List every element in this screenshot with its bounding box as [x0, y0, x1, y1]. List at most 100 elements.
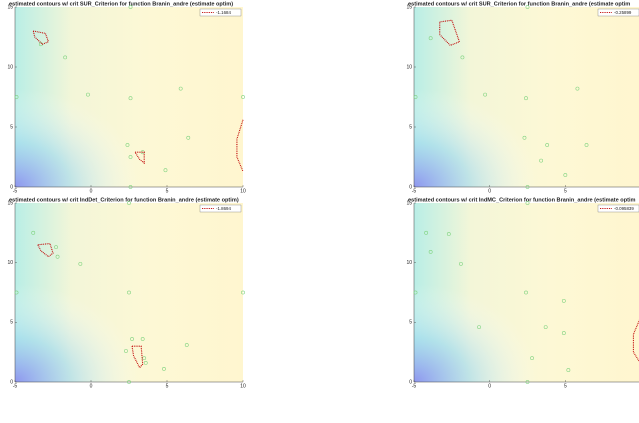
data-point [522, 135, 527, 140]
x-tick-label: 10 [240, 188, 246, 194]
data-point [127, 201, 131, 205]
data-point [178, 86, 183, 91]
data-point [184, 343, 189, 347]
data-point [563, 173, 568, 177]
plot-shading [15, 7, 243, 187]
data-point [162, 366, 166, 371]
data-point [86, 92, 90, 97]
data-point [524, 290, 528, 295]
x-tick-label: 5 [564, 188, 567, 194]
data-point [128, 96, 133, 101]
data-point [140, 337, 145, 341]
data-point [78, 261, 83, 266]
data-point [128, 155, 133, 159]
data-point [241, 95, 245, 99]
y-tick-label: 0 [10, 184, 13, 190]
y-tick-label: 5 [409, 320, 412, 326]
legend-label: -1.8694 [216, 206, 231, 211]
x-tick-label: 0 [488, 383, 491, 389]
data-point [424, 230, 429, 235]
legend-label: -0.095839 [614, 206, 634, 211]
y-tick-label: 15 [406, 200, 412, 206]
data-point [575, 86, 580, 91]
data-point [54, 245, 58, 250]
x-tick-label: 5 [564, 383, 567, 389]
data-point [128, 185, 133, 189]
y-tick-label: 5 [409, 124, 412, 130]
y-tick-label: 10 [7, 64, 13, 70]
legend-box [199, 8, 242, 17]
data-point [477, 325, 481, 330]
data-point [14, 290, 19, 295]
data-point [525, 185, 530, 189]
data-point [130, 337, 134, 341]
data-point [241, 290, 245, 295]
data-point [127, 290, 131, 295]
y-tick-label: 15 [7, 200, 13, 206]
data-point [428, 250, 433, 254]
data-point [561, 298, 566, 303]
x-tick-label: -5 [13, 383, 18, 389]
data-point [525, 380, 530, 384]
data-point [545, 143, 550, 147]
contour-line [32, 30, 244, 172]
data-point [483, 92, 488, 97]
data-point [125, 143, 130, 147]
data-point [561, 331, 566, 335]
data-point [127, 380, 131, 384]
legend-box [597, 8, 639, 17]
plot-shading [414, 7, 639, 187]
x-tick-label: -5 [13, 188, 18, 194]
y-tick-label: 5 [10, 320, 13, 326]
data-point [124, 349, 128, 353]
contour-line [439, 19, 461, 47]
x-tick-label: -5 [412, 383, 417, 389]
y-tick-label: 0 [409, 184, 412, 190]
data-point [566, 368, 571, 372]
y-tick-label: 5 [10, 124, 13, 130]
data-point [413, 290, 418, 295]
chart-title: estimated contours w/ crit SUR_Criterion… [9, 1, 233, 7]
data-point [584, 143, 589, 147]
data-point [163, 168, 168, 173]
data-point [524, 96, 528, 101]
x-tick-label: 0 [90, 188, 93, 194]
y-tick-label: 10 [7, 260, 13, 266]
data-point [55, 254, 60, 259]
x-tick-label: 5 [166, 188, 169, 194]
y-tick-label: 15 [7, 4, 13, 10]
chart-title: estimated contours w/ crit IndDet_Criter… [9, 197, 239, 203]
legend-label: -0.25899 [614, 10, 632, 15]
data-point [143, 361, 148, 365]
data-point [186, 135, 191, 140]
legend-box [597, 204, 639, 213]
legend-box [199, 204, 242, 213]
y-tick-label: 10 [406, 64, 412, 70]
x-tick-label: 10 [240, 383, 246, 389]
data-point [63, 55, 68, 60]
y-tick-label: 10 [406, 260, 412, 266]
data-point [413, 95, 418, 99]
plot-shading [414, 203, 639, 382]
x-tick-label: 0 [488, 188, 491, 194]
y-tick-label: 15 [406, 4, 412, 10]
data-point [460, 55, 465, 60]
y-tick-label: 0 [409, 379, 412, 385]
data-point [128, 5, 133, 9]
data-point [14, 95, 19, 99]
chart-title: estimated contours w/ crit SUR_Criterion… [408, 1, 630, 7]
data-point [543, 325, 548, 330]
data-point [530, 356, 534, 361]
y-tick-label: 0 [10, 379, 13, 385]
data-point [525, 5, 530, 9]
data-point [525, 201, 530, 205]
data-point [142, 356, 147, 361]
contour-line [37, 242, 144, 369]
plot-shading [15, 203, 243, 382]
x-tick-label: -5 [412, 188, 417, 194]
contour-line [632, 319, 639, 362]
data-point [539, 158, 544, 163]
data-point [459, 261, 463, 266]
x-tick-label: 0 [90, 383, 93, 389]
x-tick-label: 5 [166, 383, 169, 389]
